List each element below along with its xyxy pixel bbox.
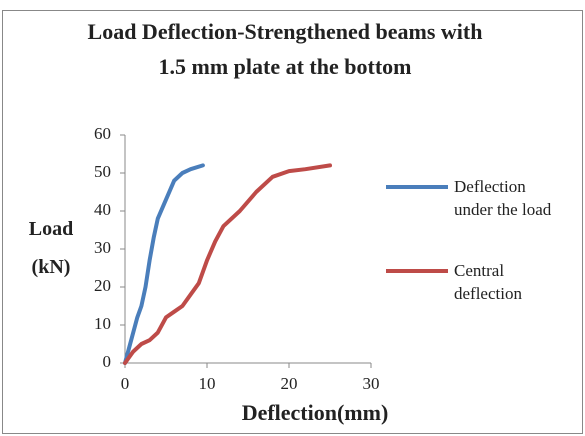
y-tick-label: 60 — [94, 124, 111, 143]
y-tick-label: 50 — [94, 162, 111, 181]
y-tick-label: 10 — [94, 314, 111, 333]
x-tick-label: 10 — [199, 374, 216, 393]
x-tick-label: 0 — [121, 374, 130, 393]
x-axis-label: Deflection(mm) — [241, 400, 389, 425]
y-tick-label: 30 — [94, 238, 111, 257]
series-line — [123, 163, 332, 365]
series-line — [123, 163, 205, 365]
chart-title: Load Deflection-Strengthened beams with … — [87, 19, 483, 79]
y-axis-label: Load (kN) — [28, 218, 74, 278]
y-tick-label: 40 — [94, 200, 111, 219]
x-tick-label: 20 — [281, 374, 298, 393]
legend-label: Central deflection — [454, 261, 522, 303]
y-tick-label: 0 — [103, 352, 112, 371]
x-tick-label: 30 — [363, 374, 380, 393]
legend-label: Deflection under the load — [454, 177, 552, 219]
y-tick-label: 20 — [94, 276, 111, 295]
